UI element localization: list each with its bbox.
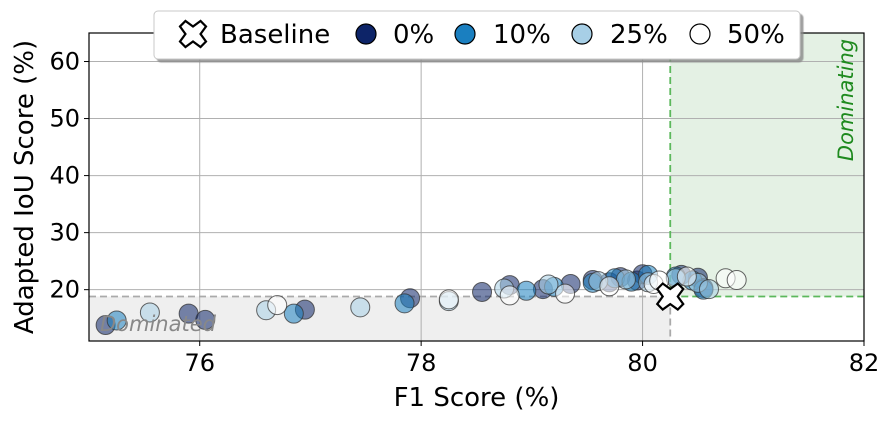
data-point: [350, 297, 371, 318]
data-point: [438, 289, 459, 310]
data-point: [472, 281, 493, 302]
x-tick-label: 78: [406, 349, 437, 377]
y-tick-label: 40: [49, 162, 80, 190]
x-tick-label: 80: [627, 349, 658, 377]
x-tick-label: 76: [184, 349, 215, 377]
labels-layer: Dominating Dominated F1 Score (%) Adapte…: [10, 39, 858, 413]
legend-box: [153, 10, 801, 60]
x-axis-label: F1 Score (%): [394, 383, 560, 413]
legend-item-baseline: Baseline: [178, 19, 330, 50]
y-tick-label: 60: [49, 48, 80, 76]
legend-item-25pct: 25%: [571, 20, 668, 50]
data-point: [555, 283, 576, 304]
dominated-region-label: Dominated: [100, 312, 217, 336]
y-tick-label: 50: [49, 105, 80, 133]
legend-marker: [689, 23, 711, 45]
grid-layer: [89, 33, 865, 341]
points-layer: [95, 264, 747, 336]
ticks-layer: 76 78 80 82 20 30 40 50 60: [49, 48, 879, 377]
legend-marker: [571, 23, 593, 45]
dominating-region-label: Dominating: [834, 39, 858, 161]
legend-label: 0%: [393, 20, 434, 50]
data-point: [516, 280, 537, 301]
series-50pct: [267, 266, 747, 316]
data-point: [499, 285, 520, 306]
y-tick-label: 20: [49, 276, 80, 304]
legend-label: 25%: [610, 20, 668, 50]
legend-marker: [454, 23, 476, 45]
legend-label: 10%: [493, 20, 551, 50]
legend-item-0pct: 0%: [355, 20, 434, 50]
legend-marker: [355, 23, 377, 45]
data-point: [726, 269, 747, 290]
y-axis-label: Adapted IoU Score (%): [10, 40, 40, 334]
baseline-layer: [655, 282, 685, 311]
legend-item-50pct: 50%: [689, 20, 785, 50]
data-point: [676, 266, 697, 287]
x-tick-label: 82: [849, 349, 880, 377]
y-tick-label: 30: [49, 219, 80, 247]
data-point: [106, 310, 127, 331]
data-point: [195, 309, 216, 330]
legend-baseline-marker: [178, 19, 208, 49]
data-point: [699, 279, 719, 300]
legend-item-10pct: 10%: [454, 20, 551, 50]
baseline-marker: [655, 282, 685, 311]
data-point: [267, 295, 288, 316]
data-point: [599, 276, 620, 297]
data-point: [283, 303, 304, 324]
legend-label: 50%: [727, 20, 785, 50]
data-point: [538, 274, 559, 295]
data-point: [394, 293, 415, 314]
legend-label: Baseline: [220, 20, 330, 50]
data-point: [139, 302, 160, 323]
legend: Baseline 0% 10% 25% 50%: [153, 10, 801, 60]
dominating-region: [670, 33, 864, 297]
regions-layer: [89, 33, 864, 341]
